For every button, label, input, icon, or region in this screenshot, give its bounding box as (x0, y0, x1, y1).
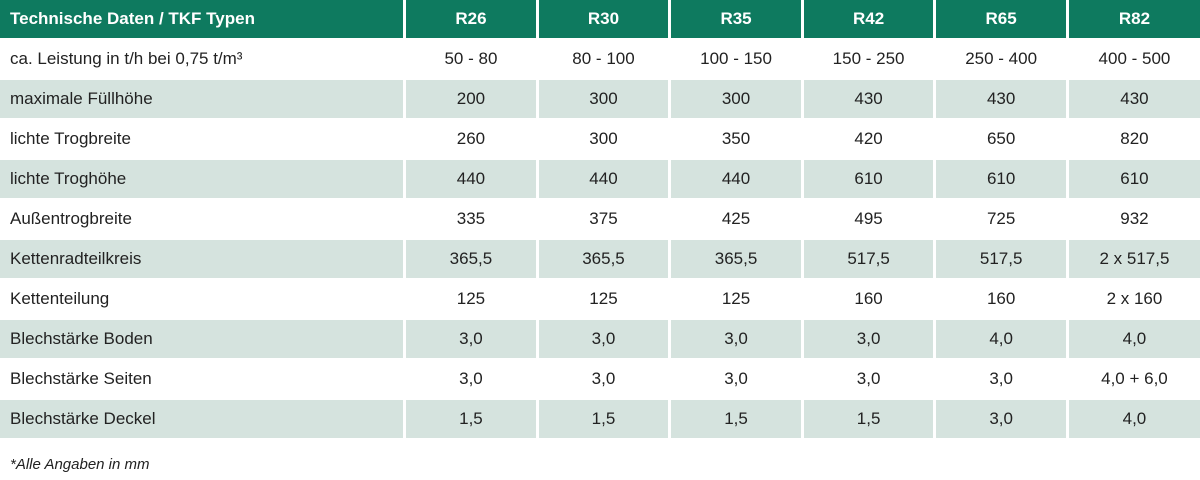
table-cell: 375 (537, 199, 672, 240)
table-cell: 3,0 (802, 319, 937, 360)
table-cell: 150 - 250 (802, 39, 937, 80)
table-row: lichte Trogbreite 260 300 350 420 650 820 (0, 119, 1200, 160)
table-cell: 1,5 (537, 399, 672, 440)
table-cell: 440 (404, 159, 539, 200)
table-row: Außentrogbreite 335 375 425 495 725 932 (0, 199, 1200, 240)
table-cell: 125 (537, 279, 672, 320)
table-cell: 2 x 517,5 (1067, 239, 1200, 280)
table-cell: 3,0 (802, 359, 937, 400)
table-body: ca. Leistung in t/h bei 0,75 t/m³ 50 - 80… (0, 39, 1200, 440)
table-cell: 125 (404, 279, 539, 320)
table-cell: 725 (934, 199, 1069, 240)
table-cell: 3,0 (404, 359, 539, 400)
table-cell: 430 (1067, 79, 1200, 120)
table-cell: 160 (802, 279, 937, 320)
table-cell: 100 - 150 (669, 39, 804, 80)
row-label: ca. Leistung in t/h bei 0,75 t/m³ (0, 39, 407, 80)
row-label: Kettenteilung (0, 279, 407, 320)
footnote: *Alle Angaben in mm (10, 456, 150, 473)
table-cell: 517,5 (934, 239, 1069, 280)
table-cell: 440 (537, 159, 672, 200)
table-cell: 820 (1067, 119, 1200, 160)
table-cell: 160 (934, 279, 1069, 320)
header-type: R65 (934, 0, 1069, 40)
table-row: maximale Füllhöhe 200 300 300 430 430 430 (0, 79, 1200, 120)
table-cell: 200 (404, 79, 539, 120)
table-cell: 610 (934, 159, 1069, 200)
table-cell: 365,5 (537, 239, 672, 280)
header-label: Technische Daten / TKF Typen (0, 0, 407, 40)
table-cell: 3,0 (669, 359, 804, 400)
table-cell: 430 (802, 79, 937, 120)
header-row: Technische Daten / TKF Typen R26 R30 R35 R42… (0, 0, 1200, 40)
table-cell: 4,0 + 6,0 (1067, 359, 1200, 400)
table-cell: 610 (1067, 159, 1200, 200)
table-row: Blechstärke Boden 3,0 3,0 3,0 3,0 4,0 4,0 (0, 319, 1200, 360)
table-cell: 650 (934, 119, 1069, 160)
header-type: R42 (802, 0, 937, 40)
table-cell: 400 - 500 (1067, 39, 1200, 80)
table-cell: 3,0 (537, 359, 672, 400)
table-row: lichte Troghöhe 440 440 440 610 610 610 (0, 159, 1200, 200)
table-cell: 4,0 (1067, 399, 1200, 440)
table-cell: 932 (1067, 199, 1200, 240)
table-cell: 3,0 (537, 319, 672, 360)
table-cell: 3,0 (404, 319, 539, 360)
table-row: Kettenradteilkreis 365,5 365,5 365,5 517,5 51… (0, 239, 1200, 280)
table-cell: 3,0 (934, 399, 1069, 440)
table-cell: 1,5 (404, 399, 539, 440)
table-cell: 1,5 (669, 399, 804, 440)
row-label: lichte Trogbreite (0, 119, 407, 160)
table-cell: 425 (669, 199, 804, 240)
table-cell: 365,5 (669, 239, 804, 280)
header-type: R82 (1067, 0, 1200, 40)
table-cell: 3,0 (934, 359, 1069, 400)
table-cell: 125 (669, 279, 804, 320)
table-cell: 300 (669, 79, 804, 120)
table-cell: 430 (934, 79, 1069, 120)
table-cell: 365,5 (404, 239, 539, 280)
table-row: Blechstärke Seiten 3,0 3,0 3,0 3,0 3,0 4,0 + 6… (0, 359, 1200, 400)
table-cell: 440 (669, 159, 804, 200)
table-cell: 4,0 (934, 319, 1069, 360)
table-cell: 1,5 (802, 399, 937, 440)
spec-table: Technische Daten / TKF Typen R26 R30 R35 R42… (0, 0, 1200, 440)
table-cell: 260 (404, 119, 539, 160)
table-cell: 2 x 160 (1067, 279, 1200, 320)
table-row: Blechstärke Deckel 1,5 1,5 1,5 1,5 3,0 4,0 (0, 399, 1200, 440)
table-cell: 610 (802, 159, 937, 200)
header-type: R30 (537, 0, 672, 40)
table-cell: 300 (537, 119, 672, 160)
table-cell: 335 (404, 199, 539, 240)
row-label: Blechstärke Boden (0, 319, 407, 360)
row-label: Blechstärke Deckel (0, 399, 407, 440)
table-row: Kettenteilung 125 125 125 160 160 2 x 160 (0, 279, 1200, 320)
row-label: Außentrogbreite (0, 199, 407, 240)
row-label: maximale Füllhöhe (0, 79, 407, 120)
table-cell: 4,0 (1067, 319, 1200, 360)
table-cell: 250 - 400 (934, 39, 1069, 80)
table-cell: 350 (669, 119, 804, 160)
row-label: Kettenradteilkreis (0, 239, 407, 280)
table-row: ca. Leistung in t/h bei 0,75 t/m³ 50 - 80… (0, 39, 1200, 80)
header-type: R26 (404, 0, 539, 40)
header-type: R35 (669, 0, 804, 40)
table-cell: 80 - 100 (537, 39, 672, 80)
table-cell: 495 (802, 199, 937, 240)
table-cell: 517,5 (802, 239, 937, 280)
row-label: lichte Troghöhe (0, 159, 407, 200)
table-cell: 420 (802, 119, 937, 160)
table-cell: 300 (537, 79, 672, 120)
table-cell: 50 - 80 (404, 39, 539, 80)
row-label: Blechstärke Seiten (0, 359, 407, 400)
table-cell: 3,0 (669, 319, 804, 360)
